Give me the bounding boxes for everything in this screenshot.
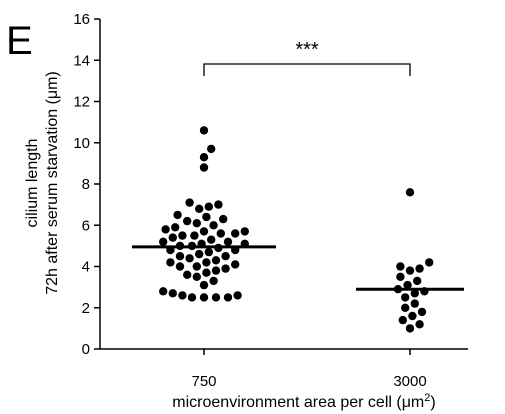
data-point [192,219,201,228]
y-tick-label: 14 [73,52,90,69]
data-point [168,289,177,298]
significance-bracket [203,63,411,76]
data-point [192,262,201,271]
mean-lines [132,245,464,291]
data-point [171,223,180,232]
data-point [204,202,213,211]
y-tick-label: 0 [82,341,90,358]
data-point [417,307,427,317]
data-point [231,260,240,269]
data-point [216,229,225,238]
data-point [159,237,168,246]
x-ticks: 750 3000 [191,349,427,390]
data-point [209,276,218,286]
x-tick-label: 3000 [393,373,426,390]
data-point [199,293,209,302]
data-point [396,272,405,281]
data-point [401,293,410,302]
data-point [199,227,209,236]
data-point [199,163,209,172]
data-point [408,311,417,321]
data-point [185,254,194,263]
y-tick-label: 8 [82,176,90,193]
data-point [195,249,204,259]
data-point [209,221,218,230]
data-point [178,291,187,300]
data-point [403,280,412,290]
data-point [190,231,199,240]
data-point [223,293,233,302]
x-axis-label-main: microenvironment area per cell (μm [172,394,424,411]
significance-label: *** [295,39,319,61]
data-points [159,126,434,333]
y-ticks: 0 2 4 6 8 10 12 14 16 [73,11,100,358]
data-point [187,293,197,302]
y-axis-label-line1: cilium length [24,139,41,228]
x-axis-label-close: ) [430,394,435,411]
data-point [207,235,216,244]
data-point [166,258,175,267]
data-point [410,299,419,308]
data-point [207,144,216,154]
data-point [159,287,168,296]
x-tick-label: 750 [191,373,216,390]
data-point [199,126,209,135]
panel-label: E [6,19,33,63]
data-point [178,231,187,240]
data-point [202,212,211,222]
data-point [410,289,419,298]
data-point [175,262,185,271]
data-point [413,276,422,286]
data-point [211,293,221,302]
data-point [240,227,249,236]
data-point [183,270,192,279]
data-point [199,153,209,162]
data-point [398,315,407,325]
data-point [202,258,211,267]
x-axis-label: microenvironment area per cell (μm2) [172,392,435,411]
data-point [401,303,410,312]
data-point [221,252,230,261]
y-axis-label-line2: 72h after serum starvation (μm) [44,71,61,295]
y-tick-label: 16 [73,11,90,28]
data-point [183,216,192,226]
data-point [233,291,242,300]
data-point [425,258,434,267]
data-point [405,324,415,333]
data-point [415,264,424,273]
data-point [396,262,405,271]
data-point [214,200,223,209]
data-point [231,229,240,238]
data-point [204,247,213,257]
data-point [405,188,415,197]
data-point [185,198,194,207]
y-tick-label: 2 [82,300,90,317]
data-point [405,266,415,275]
data-point [199,280,209,290]
data-point [211,266,221,275]
data-point [192,272,201,281]
data-point [168,233,177,242]
data-point [173,210,182,220]
data-point [195,204,204,213]
data-point [415,320,424,329]
data-point [221,264,230,273]
y-tick-label: 10 [73,135,90,152]
y-tick-label: 6 [82,217,90,234]
data-point [219,214,228,224]
data-point [175,252,185,261]
data-point [211,256,221,265]
x-axis-label-superscript: 2 [424,392,430,404]
y-tick-label: 4 [82,259,90,276]
data-point [161,225,170,234]
y-tick-label: 12 [73,94,90,111]
data-point [223,237,233,246]
data-point [202,268,211,277]
